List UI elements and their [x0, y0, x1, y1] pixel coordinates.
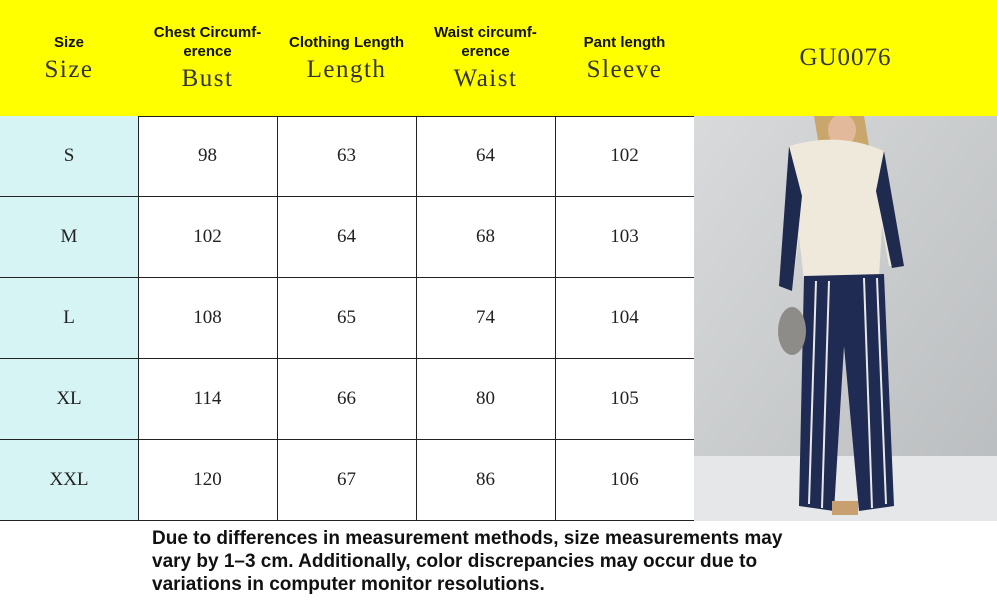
value-cell: 120 — [138, 440, 278, 521]
size-label: M — [60, 226, 78, 247]
value-cell: 108 — [138, 278, 278, 359]
header-label: Waist circumf-erence — [434, 24, 537, 60]
value-cell: 105 — [555, 359, 695, 440]
measurement: 103 — [610, 226, 639, 247]
header-sublabel: Length — [306, 55, 387, 83]
value-cell: 67 — [277, 440, 417, 521]
header-label: Pant length — [583, 33, 666, 51]
size-cell: M — [0, 197, 139, 278]
measurement: 120 — [193, 469, 222, 490]
value-cell: 114 — [138, 359, 278, 440]
header-sublabel: Bust — [181, 65, 234, 92]
footer-line: variations in computer monitor resolutio… — [152, 574, 545, 595]
measurement: 114 — [193, 388, 222, 409]
value-cell: 63 — [277, 116, 417, 197]
value-cell: 80 — [416, 359, 556, 440]
value-cell: 102 — [138, 197, 278, 278]
size-label: S — [63, 145, 75, 166]
measurement: 106 — [610, 469, 639, 490]
value-cell: 64 — [416, 116, 556, 197]
size-label: L — [63, 307, 75, 328]
measurement: 64 — [337, 226, 356, 247]
measurement: 66 — [337, 388, 356, 409]
measurement: 65 — [337, 307, 356, 328]
measurement: 104 — [610, 307, 639, 328]
size-label: XL — [56, 388, 82, 409]
product-code-cell: GU0076 — [694, 0, 997, 117]
value-cell: 103 — [555, 197, 695, 278]
value-cell: 74 — [416, 278, 556, 359]
value-cell: 68 — [416, 197, 556, 278]
header-sublabel: Sleeve — [586, 55, 663, 83]
measurement: 68 — [476, 226, 495, 247]
footer-line: Due to differences in measurement method… — [152, 528, 783, 549]
measurement: 80 — [476, 388, 495, 409]
product-photo — [694, 116, 997, 521]
size-label: XXL — [49, 469, 89, 490]
header-label: Size — [53, 33, 84, 51]
header-cell: Pant length Sleeve — [555, 0, 695, 117]
value-cell: 65 — [277, 278, 417, 359]
header-cell: Size Size — [0, 0, 139, 117]
measurement: 102 — [610, 145, 639, 166]
footer-line: vary by 1–3 cm. Additionally, color disc… — [152, 551, 758, 572]
header-cell: Chest Circumf-erence Bust — [138, 0, 278, 117]
value-cell: 102 — [555, 116, 695, 197]
measurement: 64 — [476, 145, 495, 166]
value-cell: 106 — [555, 440, 695, 521]
measurement: 108 — [193, 307, 222, 328]
value-cell: 104 — [555, 278, 695, 359]
value-cell: 86 — [416, 440, 556, 521]
measurement: 74 — [476, 307, 495, 328]
size-cell: L — [0, 278, 139, 359]
value-cell: 66 — [277, 359, 417, 440]
product-code: GU0076 — [799, 44, 892, 71]
header-label: Chest Circumf-erence — [153, 24, 262, 60]
size-cell: XL — [0, 359, 139, 440]
header-sublabel: Waist — [453, 65, 518, 92]
size-cell: S — [0, 116, 139, 197]
measurement: 98 — [198, 145, 217, 166]
measurement: 105 — [610, 388, 639, 409]
measurement: 67 — [337, 469, 356, 490]
measurement: 63 — [337, 145, 356, 166]
value-cell: 98 — [138, 116, 278, 197]
header-cell: Waist circumf-erence Waist — [416, 0, 556, 117]
value-cell: 64 — [277, 197, 417, 278]
measurement: 102 — [193, 226, 222, 247]
header-sublabel: Size — [44, 55, 94, 83]
size-cell: XXL — [0, 440, 139, 521]
measurement: 86 — [476, 469, 495, 490]
header-cell: Clothing Length Length — [277, 0, 417, 117]
header-label: Clothing Length — [289, 33, 404, 51]
footer-note: Due to differences in measurement method… — [152, 527, 852, 596]
